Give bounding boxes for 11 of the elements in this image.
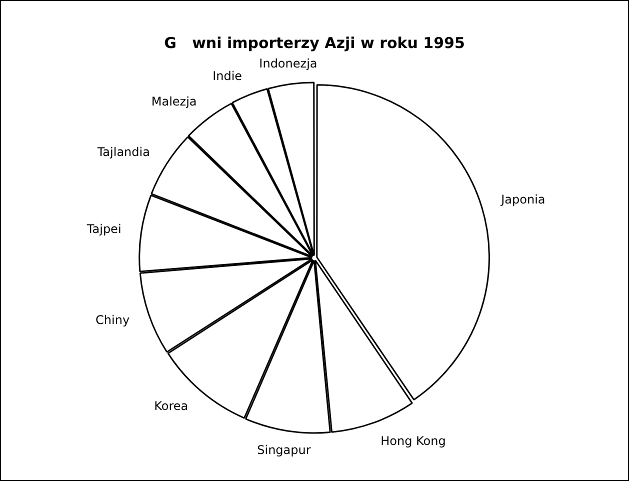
slice-label: Korea: [154, 398, 188, 413]
slice-label: Tajlandia: [96, 144, 150, 159]
chart-title: G wni importerzy Azji w roku 1995: [164, 34, 465, 52]
slice-label: Chiny: [96, 312, 130, 327]
slice-label: Indonezja: [259, 56, 318, 71]
slice-label: Indie: [212, 68, 242, 83]
slice-label: Hong Kong: [380, 434, 446, 448]
slice-label: Tajpei: [86, 222, 122, 236]
slice-label: Malezja: [151, 94, 197, 108]
slice-label: Japonia: [500, 192, 546, 207]
slice-label: Singapur: [257, 442, 311, 457]
